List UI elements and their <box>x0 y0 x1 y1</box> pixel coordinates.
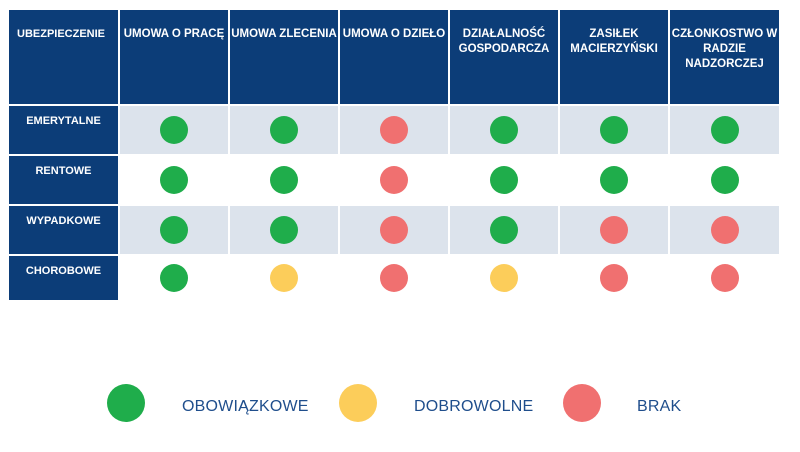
status-dot-green <box>270 166 298 194</box>
status-cell <box>230 206 338 254</box>
status-cell <box>120 206 228 254</box>
status-dot-green <box>160 116 188 144</box>
column-header: UMOWA ZLECENIA <box>230 10 338 104</box>
legend: OBOWIĄZKOWE DOBROWOLNE BRAK <box>0 380 800 426</box>
status-cell <box>670 156 779 204</box>
status-dot-red <box>380 166 408 194</box>
row-label: WYPADKOWE <box>9 206 118 254</box>
status-dot-red <box>380 216 408 244</box>
status-cell <box>450 256 558 300</box>
status-dot-green <box>270 116 298 144</box>
legend-dot-green <box>107 384 145 422</box>
status-dot-green <box>160 216 188 244</box>
status-cell <box>340 256 448 300</box>
column-header: UMOWA O PRACĘ <box>120 10 228 104</box>
status-dot-green <box>160 264 188 292</box>
status-cell <box>450 106 558 154</box>
status-cell <box>340 156 448 204</box>
status-dot-green <box>490 216 518 244</box>
status-cell <box>230 256 338 300</box>
status-cell <box>670 256 779 300</box>
status-cell <box>120 256 228 300</box>
status-dot-red <box>710 264 739 292</box>
status-cell <box>120 106 228 154</box>
legend-label-red: BRAK <box>637 398 682 415</box>
status-cell <box>120 156 228 204</box>
status-cell <box>560 256 668 300</box>
legend-dot-yellow <box>339 384 377 422</box>
status-dot-green <box>710 116 739 144</box>
status-cell <box>340 106 448 154</box>
status-dot-red <box>380 116 408 144</box>
legend-dot-red <box>563 384 601 422</box>
status-dot-red <box>600 264 628 292</box>
row-label: EMERYTALNE <box>9 106 118 154</box>
status-cell <box>340 206 448 254</box>
column-header: DZIAŁALNOŚĆ GOSPODARCZA <box>450 10 558 104</box>
status-dot-green <box>270 216 298 244</box>
legend-label-green: OBOWIĄZKOWE <box>182 398 309 415</box>
row-label: RENTOWE <box>9 156 118 204</box>
status-dot-green <box>600 116 628 144</box>
status-cell <box>230 106 338 154</box>
status-cell <box>230 156 338 204</box>
status-cell <box>670 206 779 254</box>
column-header: ZASIŁEK MACIERZYŃSKI <box>560 10 668 104</box>
status-dot-red <box>600 216 628 244</box>
status-dot-green <box>490 116 518 144</box>
status-cell <box>560 206 668 254</box>
status-cell <box>670 106 779 154</box>
status-dot-red <box>380 264 408 292</box>
status-dot-red <box>710 216 739 244</box>
corner-header: UBEZPIECZENIE <box>9 10 118 104</box>
status-dot-green <box>490 166 518 194</box>
status-cell <box>560 156 668 204</box>
status-dot-yellow <box>270 264 298 292</box>
status-cell <box>560 106 668 154</box>
status-dot-green <box>160 166 188 194</box>
status-cell <box>450 156 558 204</box>
column-header: CZŁONKOSTWO W RADZIE NADZORCZEJ <box>670 10 779 104</box>
status-dot-yellow <box>490 264 518 292</box>
status-dot-green <box>600 166 628 194</box>
status-cell <box>450 206 558 254</box>
status-dot-green <box>710 166 739 194</box>
legend-label-yellow: DOBROWOLNE <box>414 398 534 415</box>
insurance-table: UBEZPIECZENIE UMOWA O PRACĘ UMOWA ZLECENIA… <box>9 10 781 302</box>
column-header: UMOWA O DZIEŁO <box>340 10 448 104</box>
row-label: CHOROBOWE <box>9 256 118 300</box>
